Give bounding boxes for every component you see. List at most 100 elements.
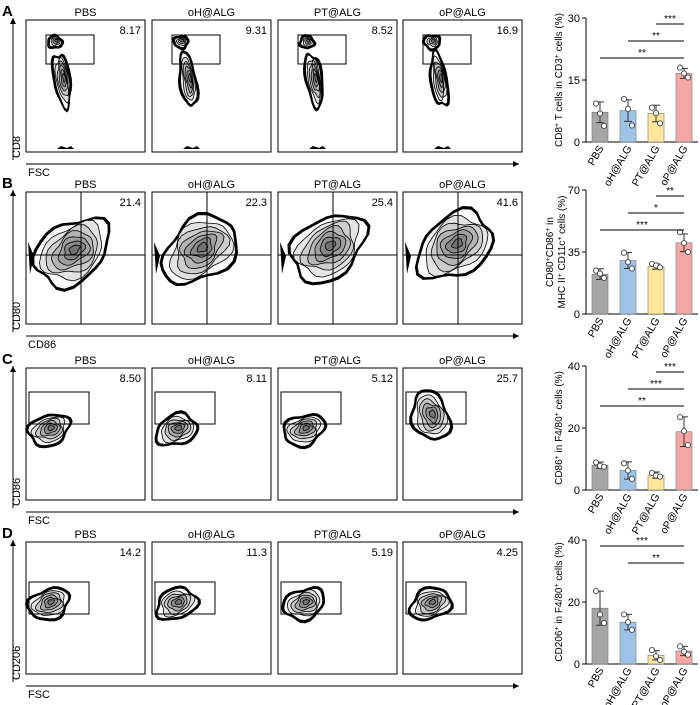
data-point [624,467,632,474]
edge-events [280,242,286,274]
data-point [600,122,608,129]
y-tick-label: 0 [574,485,580,497]
data-point [628,626,636,633]
category-label: PBS [586,492,607,516]
gate [45,34,95,65]
significance-label: * [654,203,658,214]
data-point [684,651,692,658]
sample-label: PBS [74,7,96,19]
sample-label: oH@ALG [188,7,235,19]
y-tick-label: 70 [568,185,580,197]
flow-plot-frame [151,367,272,501]
data-point [624,259,632,266]
gate-percentage: 8.52 [372,25,393,37]
y-tick-label: 20 [568,423,580,435]
significance-label: ** [666,186,674,197]
y-tick-label: 0 [574,309,580,321]
category-label: PT@ALG [630,666,663,705]
macrophage-population-contour [174,598,182,605]
y-axis-label: CD86+ in F4/80+ cells (%) [554,371,566,485]
y-tick-label: 20 [568,597,580,609]
macrophage-population-contour [428,598,437,605]
data-point [684,74,692,81]
significance-label: *** [636,220,648,231]
cd8-high-population-contour [54,39,59,43]
x-axis-label: FSC [28,167,50,179]
data-point [656,656,664,664]
data-point [652,653,660,660]
data-point [676,643,684,650]
baseline-events [183,146,200,149]
data-point [676,64,684,71]
cd8-high-population-contour [431,38,436,43]
flow-row-B: B PBS 21.4 oH@ALG 22.3 PT@ALG 25.4 oP@ALG 41.6 CD… [2,175,523,351]
gate-percentage: 25.4 [372,197,393,209]
main-population-contour [439,73,443,84]
gate-percentage: 9.31 [246,25,267,37]
sample-label: PBS [74,179,96,191]
y-axis-label: CD8 [11,136,23,158]
y-axis-label: CD8+ T cells in CD3+ cells (%) [554,13,566,147]
y-axis-label-line2: MHC II+ CD11c+ cells (%) [557,195,569,308]
gate [154,391,216,425]
y-tick-label: 35 [568,247,580,259]
sample-label: PT@ALG [314,179,361,191]
macrophage-population-contour [174,424,182,431]
gate-percentage: 11.3 [246,547,267,559]
gate [171,34,221,65]
y-tick-label: 40 [568,535,580,547]
data-point [656,473,664,480]
data-point [592,267,600,274]
gate-percentage: 5.12 [372,373,393,385]
main-population-contour [188,72,192,84]
panel-letter: A [2,3,13,20]
data-point [680,70,688,77]
significance-label: ** [638,48,646,59]
y-tick-label: 15 [568,75,580,87]
gate [28,391,90,425]
dc-population-contour [68,244,81,256]
sample-label: oH@ALG [188,529,235,541]
x-axis-label: FSC [28,689,50,701]
data-point [620,460,628,467]
category-label: oP@ALG [658,492,691,537]
gate-percentage: 8.11 [246,373,267,385]
panel-letter: B [2,175,13,192]
data-point [680,240,688,247]
data-point [648,647,656,654]
cd8-high-population-contour [306,39,310,43]
sample-label: PBS [74,529,96,541]
significance-label: *** [664,362,676,373]
macrophage-population-contour [302,425,310,432]
sample-label: oH@ALG [188,355,235,367]
y-tick-label: 0 [574,137,580,149]
main-population-contour [62,73,66,83]
gate [405,391,467,425]
sample-label: PBS [74,355,96,367]
data-point [628,475,636,482]
panel-letter: C [2,351,13,368]
sample-label: PT@ALG [314,7,361,19]
data-point [620,611,628,618]
edge-events [405,242,411,274]
x-axis-label: CD86 [28,339,56,351]
macrophage-population-contour [47,599,55,606]
cd8-high-population-contour [180,39,185,43]
data-point [624,619,632,626]
gate [405,581,467,615]
sample-label: PT@ALG [314,355,361,367]
macrophage-population-contour [47,425,55,432]
gate [154,581,216,615]
gate-percentage: 25.7 [497,373,518,385]
gate-percentage: 21.4 [120,197,141,209]
sample-label: oP@ALG [439,7,486,19]
gate-percentage: 8.17 [120,25,141,37]
significance-label: ** [652,31,660,42]
significance-label: *** [650,379,662,390]
flow-plot-frame [25,19,146,153]
data-point [680,648,688,655]
significance-label: *** [664,14,676,25]
gate [297,34,347,65]
